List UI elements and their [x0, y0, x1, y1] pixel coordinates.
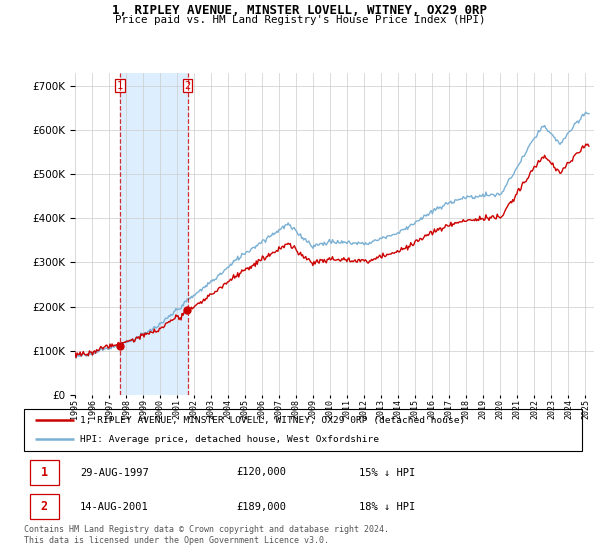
Text: 2: 2 — [184, 81, 191, 91]
Text: £189,000: £189,000 — [236, 502, 286, 512]
Text: 29-AUG-1997: 29-AUG-1997 — [80, 468, 149, 478]
FancyBboxPatch shape — [29, 460, 59, 485]
Text: £120,000: £120,000 — [236, 468, 286, 478]
Bar — [120, 73, 188, 395]
Text: 15% ↓ HPI: 15% ↓ HPI — [359, 468, 415, 478]
Text: 1, RIPLEY AVENUE, MINSTER LOVELL, WITNEY, OX29 0RP: 1, RIPLEY AVENUE, MINSTER LOVELL, WITNEY… — [113, 4, 487, 17]
Text: Contains HM Land Registry data © Crown copyright and database right 2024.
This d: Contains HM Land Registry data © Crown c… — [24, 525, 389, 545]
Text: Price paid vs. HM Land Registry's House Price Index (HPI): Price paid vs. HM Land Registry's House … — [115, 15, 485, 25]
Text: 1: 1 — [117, 81, 123, 91]
Text: 14-AUG-2001: 14-AUG-2001 — [80, 502, 149, 512]
Text: 1, RIPLEY AVENUE, MINSTER LOVELL, WITNEY, OX29 0RP (detached house): 1, RIPLEY AVENUE, MINSTER LOVELL, WITNEY… — [80, 416, 465, 424]
Text: 18% ↓ HPI: 18% ↓ HPI — [359, 502, 415, 512]
Text: 2: 2 — [41, 500, 47, 513]
Text: 1: 1 — [41, 466, 47, 479]
Text: HPI: Average price, detached house, West Oxfordshire: HPI: Average price, detached house, West… — [80, 435, 379, 444]
FancyBboxPatch shape — [29, 494, 59, 519]
